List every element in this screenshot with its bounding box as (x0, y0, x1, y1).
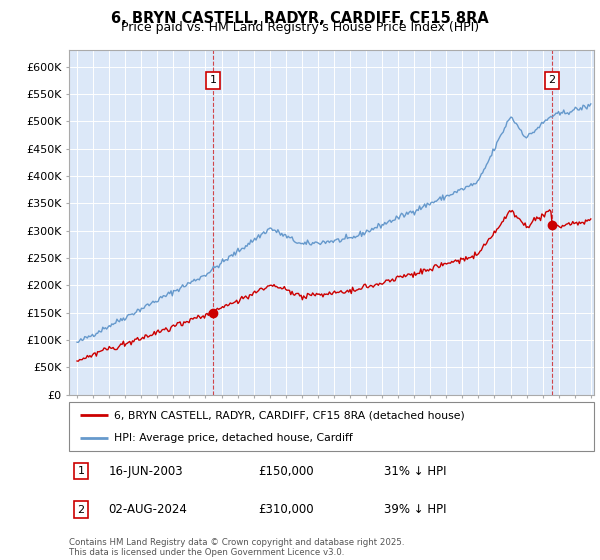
Text: £150,000: £150,000 (258, 465, 314, 478)
Text: 2: 2 (77, 505, 85, 515)
Text: 02-AUG-2024: 02-AUG-2024 (109, 503, 187, 516)
Text: £310,000: £310,000 (258, 503, 314, 516)
Text: 1: 1 (209, 76, 217, 86)
Text: Contains HM Land Registry data © Crown copyright and database right 2025.
This d: Contains HM Land Registry data © Crown c… (69, 538, 404, 557)
Text: 6, BRYN CASTELL, RADYR, CARDIFF, CF15 8RA (detached house): 6, BRYN CASTELL, RADYR, CARDIFF, CF15 8R… (113, 410, 464, 421)
Text: 39% ↓ HPI: 39% ↓ HPI (384, 503, 446, 516)
Text: 2: 2 (548, 76, 556, 86)
Text: Price paid vs. HM Land Registry's House Price Index (HPI): Price paid vs. HM Land Registry's House … (121, 21, 479, 34)
Text: 31% ↓ HPI: 31% ↓ HPI (384, 465, 446, 478)
Text: 6, BRYN CASTELL, RADYR, CARDIFF, CF15 8RA: 6, BRYN CASTELL, RADYR, CARDIFF, CF15 8R… (111, 11, 489, 26)
Text: HPI: Average price, detached house, Cardiff: HPI: Average price, detached house, Card… (113, 433, 352, 444)
Text: 1: 1 (77, 466, 85, 476)
Text: 16-JUN-2003: 16-JUN-2003 (109, 465, 183, 478)
